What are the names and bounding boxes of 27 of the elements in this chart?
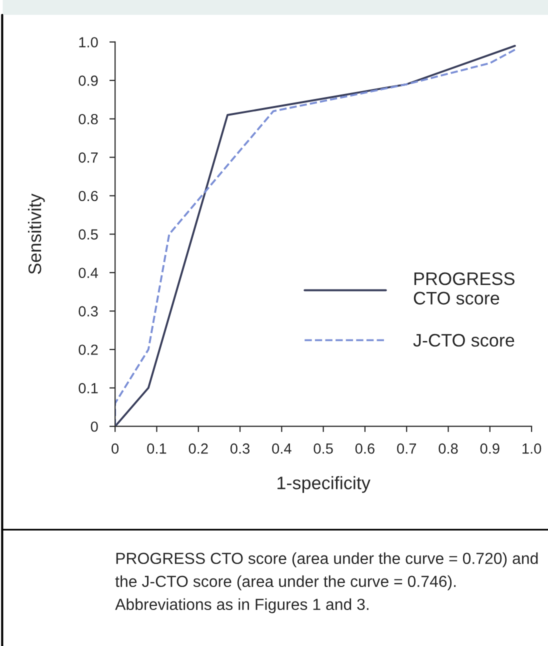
y-tick-label: 0.3: [78, 306, 98, 316]
y-tick-label: 0.5: [78, 229, 98, 240]
x-tick-label: 0.5: [314, 443, 333, 454]
x-tick-label: 0.8: [438, 443, 458, 454]
x-tick-label: 1.0: [522, 443, 542, 454]
y-tick-label: 1.0: [79, 37, 98, 48]
text: PROGRESS CTO score (area under the curve = 0.720) and the J-CTO score (area under the curve = 0.746). Abbreviations as in Figures 1 and 3.: [115, 552, 538, 614]
x-tick-label: 0.6: [355, 443, 374, 454]
x-tick-label: 0.3: [230, 443, 250, 454]
legend-label: J-CTO score: [413, 334, 514, 347]
x-tick-label: 0.1: [147, 443, 166, 454]
x-axis-title: 1-specificity: [278, 476, 370, 493]
y-tick-label: 0: [90, 421, 98, 432]
x-tick-label: 0.2: [188, 443, 208, 454]
y-tick-label: 0.7: [78, 152, 98, 163]
y-tick-label: 0.8: [78, 114, 98, 124]
y-tick-label: 0.6: [78, 190, 98, 202]
y-axis-title: Sensitivity: [28, 194, 45, 274]
x-tick-label: 0: [112, 443, 119, 454]
y-tick-label: 0.9: [78, 76, 98, 86]
x-tick-label: 0.4: [272, 443, 292, 454]
y-tick-label: 0.2: [78, 344, 98, 355]
y-tick-label: 0.4: [78, 268, 98, 278]
x-tick-label: 0.7: [397, 443, 416, 454]
legend-label: PROGRESS CTO score: [414, 272, 514, 305]
x-tick-label: 0.9: [480, 443, 500, 454]
y-tick-label: 0.1: [78, 383, 98, 394]
